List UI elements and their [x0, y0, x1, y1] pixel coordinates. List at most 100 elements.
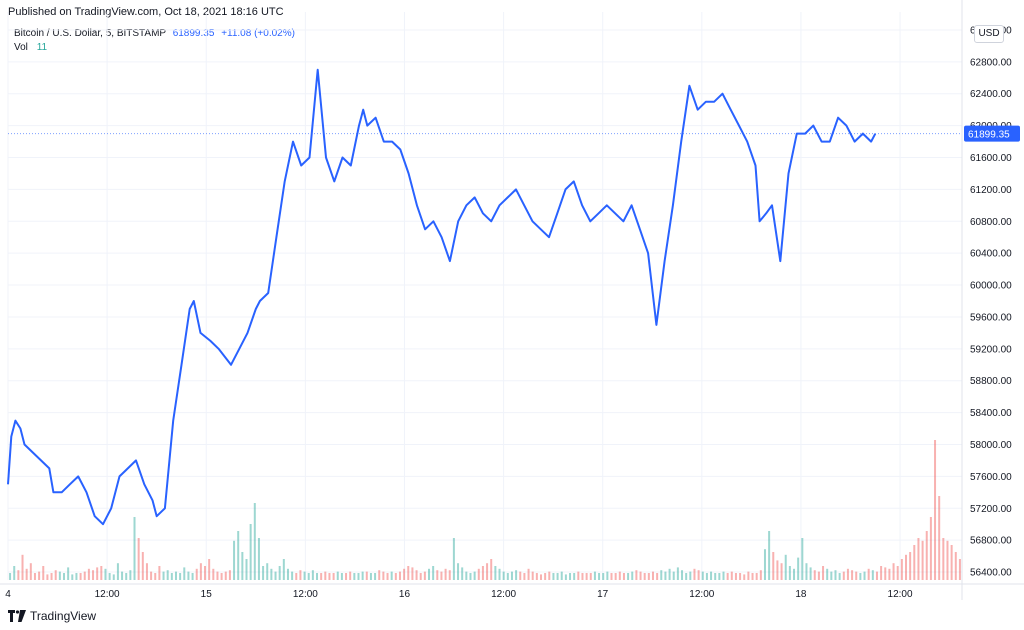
volume-bar	[958, 559, 961, 580]
volume-bar	[917, 538, 920, 580]
volume-bar	[262, 566, 265, 580]
currency-button[interactable]: USD	[974, 25, 1004, 43]
volume-bar	[282, 559, 285, 580]
volume-bar	[195, 568, 198, 580]
published-caption: Published on TradingView.com, Oct 18, 20…	[8, 6, 284, 18]
volume-bar	[593, 571, 596, 580]
y-tick-label: 58000.00	[970, 440, 1012, 451]
volume-bar	[191, 573, 194, 580]
volume-bar	[25, 568, 28, 580]
volume-bar	[793, 568, 796, 580]
volume-bar	[780, 563, 783, 580]
time-axis: 4 12:00 15 12:00 16 12:00 17 12:00 18 12:00	[0, 583, 1024, 600]
volume-bar	[531, 571, 534, 580]
volume-bar	[884, 567, 887, 580]
volume-bar	[224, 571, 227, 580]
volume-bar	[606, 571, 609, 580]
volume-bar	[519, 571, 522, 580]
y-tick-label: 56800.00	[970, 536, 1012, 547]
volume-bar	[137, 538, 140, 580]
x-tick-label: 12:00	[888, 589, 913, 600]
volume-bar	[17, 570, 20, 580]
volume-bar	[67, 567, 70, 580]
x-tick-label: 12:00	[95, 589, 120, 600]
volume-bar	[208, 559, 211, 580]
volume-bar	[896, 566, 899, 580]
y-tick-label: 60400.00	[970, 249, 1012, 260]
volume-bar	[523, 573, 526, 580]
volume-bar	[440, 571, 443, 580]
volume-bar	[278, 566, 281, 580]
volume-bar	[950, 545, 953, 580]
volume-bar	[129, 570, 132, 580]
volume-bar	[556, 573, 559, 580]
volume-bar	[494, 566, 497, 580]
tradingview-footer[interactable]: TradingView	[8, 609, 96, 623]
volume-bar	[610, 573, 613, 580]
volume-bar	[614, 573, 617, 580]
volume-bar	[913, 545, 916, 580]
volume-bar	[33, 573, 36, 580]
volume-bar	[822, 566, 825, 580]
volume-bar	[697, 570, 700, 580]
y-tick-label: 61200.00	[970, 185, 1012, 196]
volume-bar	[714, 573, 717, 580]
y-tick-label: 60000.00	[970, 281, 1012, 292]
volume-bar	[585, 573, 588, 580]
volume-bar	[374, 573, 377, 580]
volume-bar	[722, 571, 725, 580]
price-axis: 63200.0062800.0062400.0062000.0061600.00…	[961, 0, 1020, 600]
volume-bar	[62, 573, 65, 580]
volume-bar	[257, 538, 260, 580]
volume-bar	[631, 571, 634, 580]
volume-bar	[320, 573, 323, 580]
tradingview-logo-icon	[8, 610, 26, 622]
volume-bar	[361, 571, 364, 580]
volume-bar	[797, 557, 800, 580]
volume-bar	[411, 567, 414, 580]
volume-bar	[535, 573, 538, 580]
volume-bar	[817, 571, 820, 580]
volume-bar	[92, 570, 95, 580]
y-tick-label: 58400.00	[970, 408, 1012, 419]
volume-bar	[627, 573, 630, 580]
y-tick-label: 57200.00	[970, 504, 1012, 515]
volume-bar	[900, 559, 903, 580]
volume-bar	[378, 570, 381, 580]
volume-bar	[233, 540, 236, 580]
volume-bar	[763, 549, 766, 580]
volume-bar	[510, 571, 513, 580]
x-tick-label: 12:00	[293, 589, 318, 600]
volume-bar	[444, 568, 447, 580]
volume-bar	[46, 574, 49, 580]
volume-bar	[457, 563, 460, 580]
volume-bar	[577, 571, 580, 580]
volume-bar	[888, 568, 891, 580]
volume-bar	[602, 573, 605, 580]
legend-change: +11.08 (+0.02%)	[221, 28, 295, 39]
volume-bar	[465, 571, 468, 580]
volume-bar	[635, 570, 638, 580]
volume-bar	[755, 573, 758, 580]
volume-bar	[345, 573, 348, 580]
volume-bar	[867, 568, 870, 580]
symbol-name: Bitcoin / U.S. Dollar, 5, BITSTAMP	[14, 28, 166, 39]
volume-bar	[204, 566, 207, 580]
y-tick-label: 56400.00	[970, 568, 1012, 579]
volume-bar	[477, 568, 480, 580]
volume-bar	[515, 570, 518, 580]
y-tick-label: 57600.00	[970, 472, 1012, 483]
x-tick-label: 12:00	[491, 589, 516, 600]
volume-bar	[125, 573, 128, 580]
volume-bar	[187, 571, 190, 580]
volume-bar	[112, 574, 115, 580]
volume-bar	[469, 573, 472, 580]
volume-bar	[154, 573, 157, 580]
volume-bar	[693, 568, 696, 580]
volume-bar	[79, 573, 82, 580]
volume-bar	[863, 571, 866, 580]
volume-bar	[423, 571, 426, 580]
volume-bar	[929, 517, 932, 580]
y-tick-label: 60800.00	[970, 217, 1012, 228]
